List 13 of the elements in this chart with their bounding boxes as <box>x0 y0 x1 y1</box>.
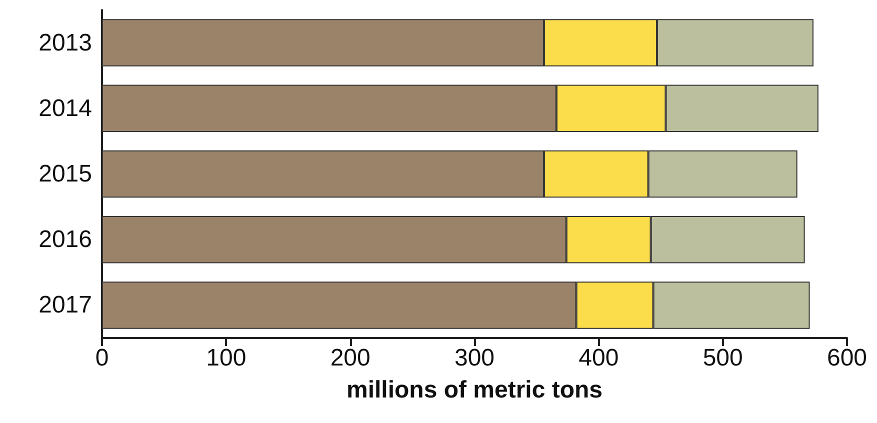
y-tick-label: 2013 <box>38 29 92 56</box>
x-tick-label: 400 <box>578 344 619 372</box>
x-tick-label: 0 <box>95 344 109 372</box>
y-tick-label: 2014 <box>38 94 92 122</box>
x-tick-label: 200 <box>330 344 370 372</box>
x-axis-title: millions of metric tons <box>346 376 603 404</box>
x-tick-label: 600 <box>826 344 868 372</box>
x-tick-label: 500 <box>702 344 743 372</box>
x-tick-label: 300 <box>454 344 495 372</box>
y-tick-label: 2017 <box>38 292 92 319</box>
x-tick-label: 100 <box>206 344 246 372</box>
y-tick-label: 2015 <box>38 160 92 188</box>
y-tick-label: 2016 <box>38 226 92 254</box>
